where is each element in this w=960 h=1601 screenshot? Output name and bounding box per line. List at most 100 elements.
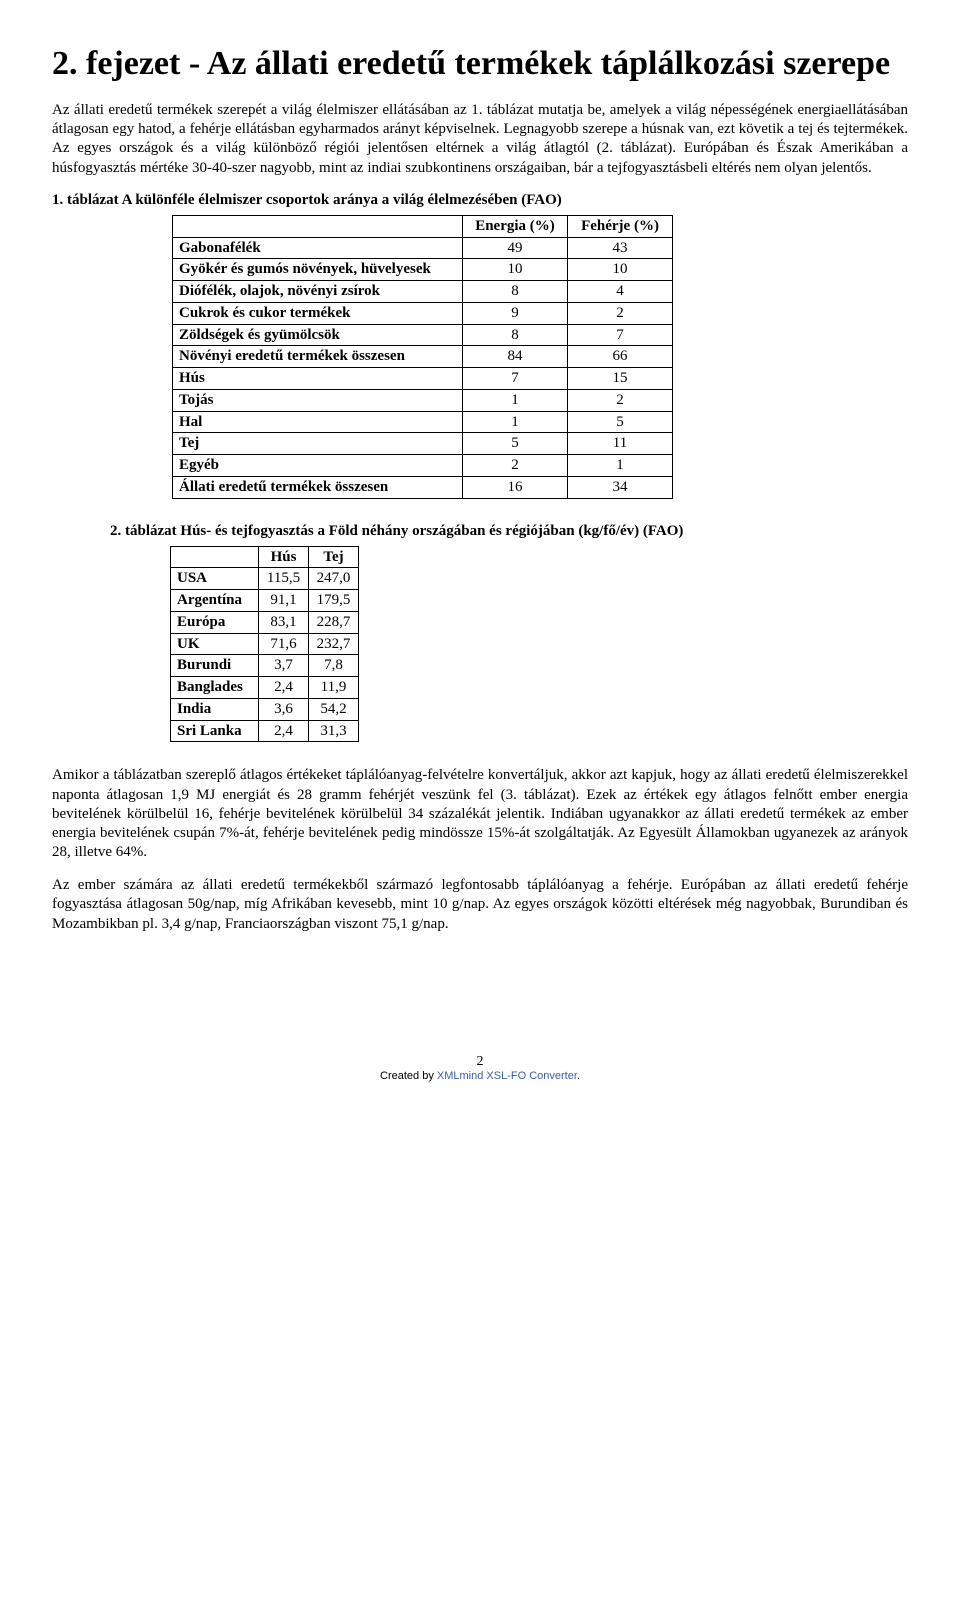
chapter-title: 2. fejezet - Az állati eredetű termékek … bbox=[52, 44, 908, 83]
row-value-1: 10 bbox=[463, 259, 568, 281]
row-label: Diófélék, olajok, növényi zsírok bbox=[173, 281, 463, 303]
row-label: Egyéb bbox=[173, 455, 463, 477]
row-label: Hal bbox=[173, 411, 463, 433]
row-label: Gabonafélék bbox=[173, 237, 463, 259]
table-row: Hús715 bbox=[173, 368, 673, 390]
row-label: India bbox=[171, 698, 259, 720]
row-label: Argentína bbox=[171, 590, 259, 612]
row-label: Cukrok és cukor termékek bbox=[173, 302, 463, 324]
paragraph-2: Amikor a táblázatban szereplő átlagos ér… bbox=[52, 766, 908, 862]
row-value-2: 10 bbox=[568, 259, 673, 281]
table2-header-row: Hús Tej bbox=[171, 546, 359, 568]
row-label: Növényi eredetű termékek összesen bbox=[173, 346, 463, 368]
table-row: Sri Lanka2,431,3 bbox=[171, 720, 359, 742]
row-value-2: 43 bbox=[568, 237, 673, 259]
table-row: Banglades2,411,9 bbox=[171, 677, 359, 699]
table-row: Tej511 bbox=[173, 433, 673, 455]
table-row: Hal15 bbox=[173, 411, 673, 433]
table1-header-feherje: Fehérje (%) bbox=[568, 215, 673, 237]
row-value-2: 7 bbox=[568, 324, 673, 346]
row-value-1: 2,4 bbox=[259, 677, 309, 699]
row-value-2: 34 bbox=[568, 476, 673, 498]
row-value-2: 11 bbox=[568, 433, 673, 455]
row-value-2: 7,8 bbox=[309, 655, 359, 677]
row-label: Hús bbox=[173, 368, 463, 390]
table-row: Tojás12 bbox=[173, 389, 673, 411]
table-row: Gyökér és gumós növények, hüvelyesek1010 bbox=[173, 259, 673, 281]
table1-header-energia: Energia (%) bbox=[463, 215, 568, 237]
page-number: 2 bbox=[52, 1054, 908, 1070]
footer-credit-prefix: Created by bbox=[380, 1070, 437, 1082]
row-value-1: 115,5 bbox=[259, 568, 309, 590]
row-value-1: 9 bbox=[463, 302, 568, 324]
table-row: Burundi3,77,8 bbox=[171, 655, 359, 677]
row-value-1: 3,6 bbox=[259, 698, 309, 720]
table2: Hús Tej USA115,5247,0Argentína91,1179,5E… bbox=[170, 546, 359, 743]
row-value-2: 247,0 bbox=[309, 568, 359, 590]
row-value-2: 1 bbox=[568, 455, 673, 477]
table2-title: 2. táblázat Hús- és tejfogyasztás a Föld… bbox=[110, 523, 908, 540]
table2-header-blank bbox=[171, 546, 259, 568]
footer-credit-link: XMLmind XSL-FO Converter bbox=[437, 1070, 577, 1082]
row-value-2: 2 bbox=[568, 302, 673, 324]
table1-header-blank bbox=[173, 215, 463, 237]
row-label: UK bbox=[171, 633, 259, 655]
row-value-2: 15 bbox=[568, 368, 673, 390]
table2-header-hus: Hús bbox=[259, 546, 309, 568]
table-row: Gabonafélék4943 bbox=[173, 237, 673, 259]
row-value-2: 5 bbox=[568, 411, 673, 433]
table-row: India3,654,2 bbox=[171, 698, 359, 720]
table-row: Egyéb21 bbox=[173, 455, 673, 477]
row-label: Zöldségek és gyümölcsök bbox=[173, 324, 463, 346]
table-row: Állati eredetű termékek összesen1634 bbox=[173, 476, 673, 498]
row-label: Tojás bbox=[173, 389, 463, 411]
row-value-1: 49 bbox=[463, 237, 568, 259]
footer-credit-period: . bbox=[577, 1070, 580, 1082]
table2-header-tej: Tej bbox=[309, 546, 359, 568]
table-row: UK71,6232,7 bbox=[171, 633, 359, 655]
row-value-1: 1 bbox=[463, 411, 568, 433]
row-value-1: 71,6 bbox=[259, 633, 309, 655]
row-value-1: 3,7 bbox=[259, 655, 309, 677]
row-value-1: 5 bbox=[463, 433, 568, 455]
table1: Energia (%) Fehérje (%) Gabonafélék4943G… bbox=[172, 215, 673, 499]
table-row: Növényi eredetű termékek összesen8466 bbox=[173, 346, 673, 368]
footer-credit: Created by XMLmind XSL-FO Converter. bbox=[52, 1070, 908, 1082]
row-value-2: 179,5 bbox=[309, 590, 359, 612]
table-row: USA115,5247,0 bbox=[171, 568, 359, 590]
row-value-2: 228,7 bbox=[309, 611, 359, 633]
table-row: Argentína91,1179,5 bbox=[171, 590, 359, 612]
row-value-2: 66 bbox=[568, 346, 673, 368]
row-value-2: 232,7 bbox=[309, 633, 359, 655]
table-row: Zöldségek és gyümölcsök87 bbox=[173, 324, 673, 346]
row-value-1: 2,4 bbox=[259, 720, 309, 742]
row-label: Gyökér és gumós növények, hüvelyesek bbox=[173, 259, 463, 281]
row-value-2: 2 bbox=[568, 389, 673, 411]
row-value-1: 84 bbox=[463, 346, 568, 368]
row-value-1: 91,1 bbox=[259, 590, 309, 612]
row-value-1: 1 bbox=[463, 389, 568, 411]
table1-title: 1. táblázat A különféle élelmiszer csopo… bbox=[52, 192, 908, 209]
table-row: Cukrok és cukor termékek92 bbox=[173, 302, 673, 324]
row-label: Állati eredetű termékek összesen bbox=[173, 476, 463, 498]
row-value-2: 54,2 bbox=[309, 698, 359, 720]
table-row: Diófélék, olajok, növényi zsírok84 bbox=[173, 281, 673, 303]
row-value-2: 4 bbox=[568, 281, 673, 303]
row-label: Burundi bbox=[171, 655, 259, 677]
table-row: Európa83,1228,7 bbox=[171, 611, 359, 633]
row-label: Sri Lanka bbox=[171, 720, 259, 742]
paragraph-1: Az állati eredetű termékek szerepét a vi… bbox=[52, 101, 908, 178]
row-label: Banglades bbox=[171, 677, 259, 699]
row-value-1: 8 bbox=[463, 324, 568, 346]
row-value-1: 2 bbox=[463, 455, 568, 477]
page-footer: 2 Created by XMLmind XSL-FO Converter. bbox=[52, 1054, 908, 1082]
row-value-1: 8 bbox=[463, 281, 568, 303]
row-label: USA bbox=[171, 568, 259, 590]
row-value-2: 31,3 bbox=[309, 720, 359, 742]
row-value-1: 83,1 bbox=[259, 611, 309, 633]
row-value-2: 11,9 bbox=[309, 677, 359, 699]
row-label: Tej bbox=[173, 433, 463, 455]
row-value-1: 7 bbox=[463, 368, 568, 390]
row-value-1: 16 bbox=[463, 476, 568, 498]
table1-header-row: Energia (%) Fehérje (%) bbox=[173, 215, 673, 237]
